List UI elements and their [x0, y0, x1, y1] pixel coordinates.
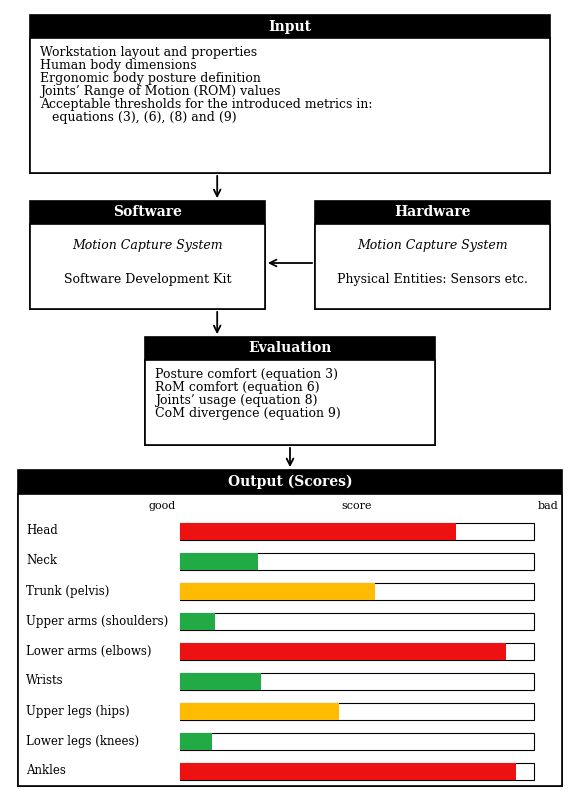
Bar — [180, 642, 534, 660]
Text: Trunk (pelvis): Trunk (pelvis) — [26, 584, 110, 598]
Text: Evaluation: Evaluation — [248, 341, 332, 356]
Bar — [315, 201, 550, 309]
Bar — [180, 522, 456, 539]
Bar — [180, 583, 375, 599]
Bar — [180, 673, 534, 689]
Text: Output (Scores): Output (Scores) — [228, 475, 352, 489]
Text: CoM divergence (equation 9): CoM divergence (equation 9) — [155, 407, 341, 420]
Text: Software: Software — [113, 206, 182, 219]
Bar — [180, 553, 258, 569]
Text: Posture comfort (equation 3): Posture comfort (equation 3) — [155, 368, 338, 381]
Bar — [180, 762, 534, 780]
Text: score: score — [342, 501, 372, 511]
Bar — [180, 733, 212, 750]
Text: equations (3), (6), (8) and (9): equations (3), (6), (8) and (9) — [40, 111, 237, 124]
Bar — [30, 224, 265, 309]
Text: RoM comfort (equation 6): RoM comfort (equation 6) — [155, 381, 320, 394]
Text: Motion Capture System: Motion Capture System — [72, 240, 223, 252]
Text: Acceptable thresholds for the introduced metrics in:: Acceptable thresholds for the introduced… — [40, 98, 372, 111]
Bar — [180, 733, 534, 750]
Text: Human body dimensions: Human body dimensions — [40, 59, 197, 72]
Bar — [180, 703, 534, 719]
Text: Joints’ Range of Motion (ROM) values: Joints’ Range of Motion (ROM) values — [40, 85, 281, 98]
Text: Motion Capture System: Motion Capture System — [357, 240, 508, 252]
Bar — [18, 494, 562, 786]
Bar — [30, 38, 550, 173]
Bar — [145, 360, 435, 445]
Text: bad: bad — [537, 501, 558, 511]
Text: Ergonomic body posture definition: Ergonomic body posture definition — [40, 72, 261, 85]
Text: Head: Head — [26, 525, 58, 538]
Bar — [180, 553, 534, 569]
Bar — [30, 38, 550, 173]
Text: Wrists: Wrists — [26, 674, 64, 688]
Text: good: good — [148, 501, 176, 511]
Bar — [30, 201, 265, 309]
Bar — [145, 337, 435, 445]
Bar — [315, 224, 550, 309]
Text: Upper legs (hips): Upper legs (hips) — [26, 704, 129, 718]
Bar — [18, 470, 562, 786]
Text: Lower arms (elbows): Lower arms (elbows) — [26, 645, 151, 657]
Text: Upper arms (shoulders): Upper arms (shoulders) — [26, 615, 168, 627]
Text: Input: Input — [269, 20, 311, 33]
Bar — [180, 612, 215, 630]
Bar — [180, 522, 534, 539]
Text: Workstation layout and properties: Workstation layout and properties — [40, 46, 257, 59]
Bar — [180, 612, 534, 630]
Text: Software Development Kit: Software Development Kit — [64, 272, 231, 286]
Bar — [180, 642, 506, 660]
Bar — [145, 360, 435, 445]
Text: Ankles: Ankles — [26, 765, 66, 777]
Text: Hardware: Hardware — [394, 206, 471, 219]
Bar — [180, 673, 262, 689]
Bar — [180, 762, 516, 780]
Bar — [315, 224, 550, 309]
Text: Lower legs (knees): Lower legs (knees) — [26, 734, 139, 747]
Text: Joints’ usage (equation 8): Joints’ usage (equation 8) — [155, 394, 317, 407]
Bar — [30, 15, 550, 173]
Text: Physical Entities: Sensors etc.: Physical Entities: Sensors etc. — [337, 272, 528, 286]
Text: Neck: Neck — [26, 554, 57, 568]
Bar — [180, 703, 339, 719]
Bar — [180, 583, 534, 599]
Bar — [30, 224, 265, 309]
